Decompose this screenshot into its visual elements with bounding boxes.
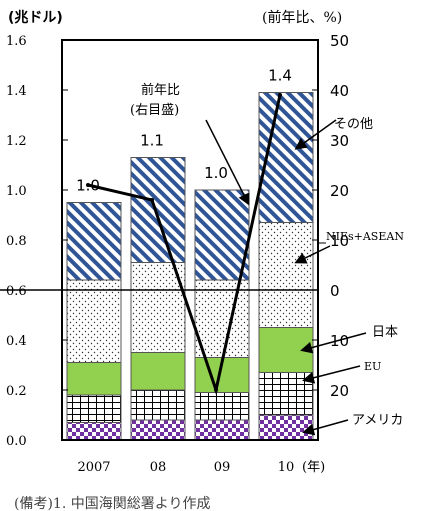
arrow-nies	[294, 245, 331, 264]
bar-09-0	[194, 419, 250, 441]
label-usa: アメリカ	[352, 413, 403, 428]
x-unit-label: (年)	[302, 460, 325, 475]
line-label-2: (右目盛)	[130, 103, 179, 118]
y2-tick-label: 0	[330, 282, 340, 300]
bar-09-1	[194, 392, 250, 421]
bar-09-4	[194, 189, 250, 281]
y-tick-label: 1.2	[6, 134, 27, 149]
yoy-point-3	[278, 93, 282, 97]
y-tick-label: 1.0	[6, 184, 27, 199]
y-tick-label: 0.4	[6, 334, 27, 349]
bar-2007-1	[66, 394, 122, 423]
y2-axis-label: (前年比、%)	[262, 9, 342, 26]
arrow-line-label	[205, 119, 250, 206]
bar-10-1	[258, 372, 314, 416]
bar-2007-0	[66, 422, 122, 441]
bar-2007-2	[66, 362, 122, 396]
bar-08-3	[130, 262, 186, 353]
y2-tick-label: 10	[330, 332, 349, 350]
arrow-eu	[302, 365, 361, 384]
bar-2007-3	[66, 279, 122, 363]
label-eu: EU	[364, 360, 381, 373]
y-tick-label: 0.8	[6, 234, 27, 249]
label-japan: 日本	[372, 325, 398, 340]
y2-tick-label: 40	[330, 82, 349, 100]
y-tick-label: 0.0	[6, 434, 27, 449]
total-label: 1.0	[204, 164, 228, 182]
y2-tick-label: 30	[330, 132, 349, 150]
y-tick-label: 1.6	[6, 34, 27, 49]
arrow-japan	[300, 332, 367, 354]
y-tick-label: 0.6	[6, 284, 27, 299]
total-label: 1.1	[140, 132, 164, 150]
x-tick-label: 08	[150, 460, 167, 475]
y-axis-label: (兆ドル)	[8, 10, 63, 26]
yoy-line	[87, 94, 282, 396]
footnote: (備考)1. 中国海関総署より作成	[14, 496, 210, 511]
bar-08-0	[130, 419, 186, 441]
yoy-point-0	[86, 183, 90, 187]
arrow-others	[294, 119, 337, 150]
y2-tick-label: 10	[330, 232, 349, 250]
label-others: その他	[334, 117, 373, 132]
bar-10-4	[258, 92, 314, 223]
y2-tick-label: 50	[330, 32, 349, 50]
line-label-1: 前年比	[141, 82, 180, 98]
yoy-point-2	[214, 388, 218, 392]
bar-10-3	[258, 222, 314, 328]
bar-09-3	[194, 279, 250, 358]
y-tick-label: 1.4	[6, 84, 27, 99]
x-tick-label: 09	[214, 460, 231, 475]
y2-tick-label: 20	[330, 382, 349, 400]
total-label: 1.0	[76, 177, 100, 195]
y2-tick-label: 20	[330, 182, 349, 200]
arrow-usa	[302, 419, 349, 436]
total-label: 1.4	[268, 67, 292, 85]
bar-2007-4	[66, 202, 122, 281]
x-tick-label: 10	[278, 460, 295, 475]
label-nies: NIEs+ASEAN	[326, 230, 404, 243]
bar-10-0	[258, 414, 314, 441]
y-tick-label: 0.2	[6, 384, 27, 399]
bar-08-4	[130, 157, 186, 263]
bar-08-2	[130, 352, 186, 391]
bar-08-1	[130, 389, 186, 421]
yoy-point-1	[150, 198, 154, 202]
x-tick-label: 2007	[77, 460, 110, 475]
